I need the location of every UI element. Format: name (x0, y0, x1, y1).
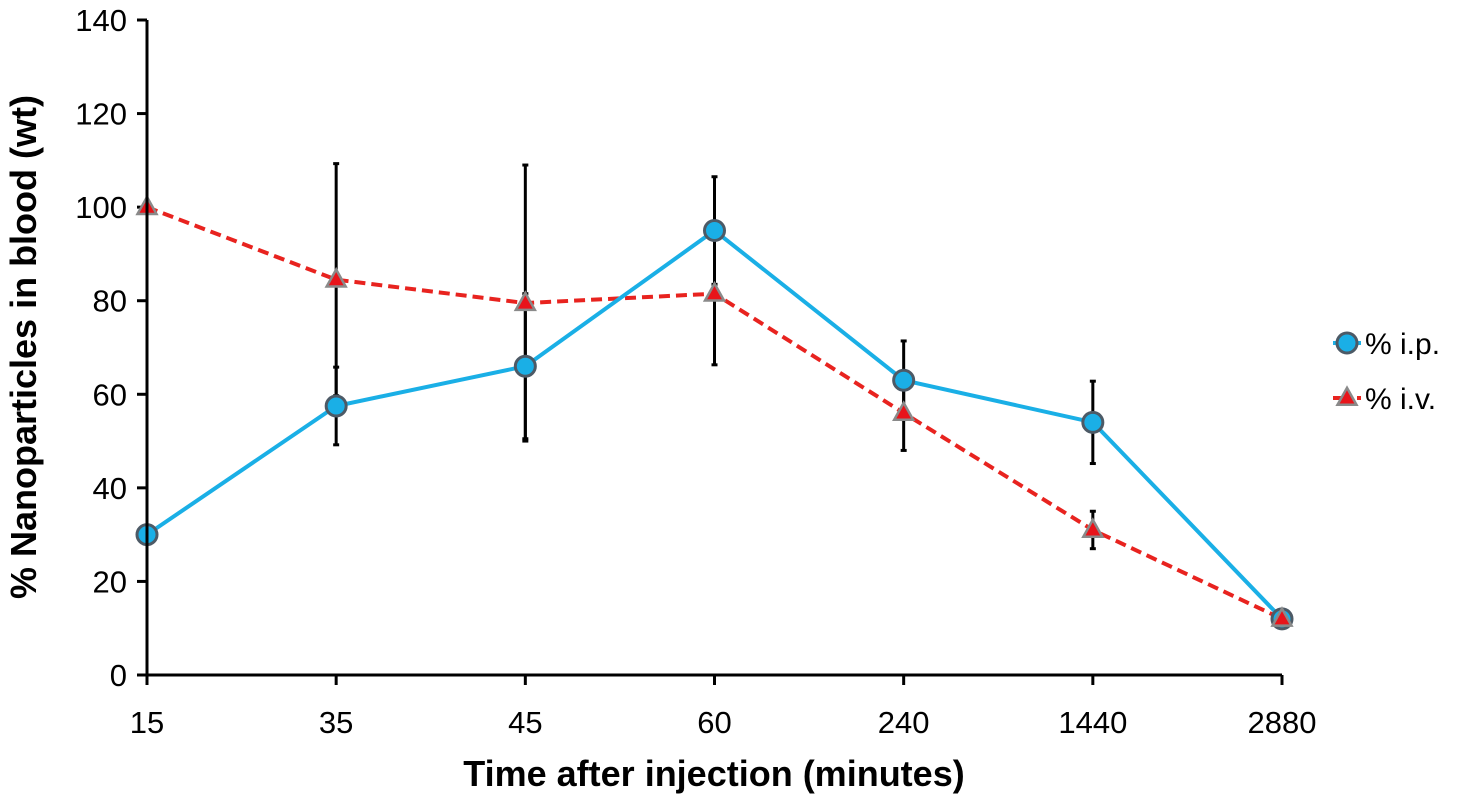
legend-label: % i.p. (1365, 328, 1440, 361)
x-tick-label: 35 (319, 705, 353, 740)
data-point-ip (324, 394, 348, 418)
legend-marker-ip (1335, 331, 1359, 355)
y-tick-label: 100 (75, 190, 127, 225)
x-tick-label: 15 (130, 705, 164, 740)
y-tick-label: 120 (75, 97, 127, 132)
data-point-iv (324, 266, 348, 288)
x-tick-label: 2880 (1248, 705, 1317, 740)
data-point-ip (513, 354, 537, 378)
legend: % i.p. % i.v. (1333, 328, 1440, 416)
data-point-ip (892, 368, 916, 392)
x-tick-label: 60 (697, 705, 731, 740)
data-point-iv (513, 290, 537, 312)
data-point-iv (1081, 517, 1105, 539)
y-axis-ticks: 0 20 40 60 80 100 120 140 (75, 3, 147, 693)
x-tick-label: 240 (878, 705, 930, 740)
x-tick-label: 45 (508, 705, 542, 740)
y-tick-label: 0 (110, 658, 127, 693)
y-tick-label: 140 (75, 3, 127, 38)
y-tick-label: 60 (93, 377, 127, 412)
x-axis-ticks: 15 35 45 60 240 1440 2880 (130, 675, 1317, 740)
data-point-iv (702, 280, 727, 302)
y-tick-label: 40 (93, 471, 127, 506)
legend-marker-iv (1335, 385, 1359, 407)
x-axis-title: Time after injection (minutes) (463, 753, 964, 794)
data-point-iv (1270, 606, 1294, 627)
data-point-ip (703, 219, 726, 243)
data-point-ip (1081, 410, 1105, 434)
data-point-iv (892, 400, 916, 422)
y-tick-label: 80 (93, 284, 127, 319)
y-axis-title: % Nanoparticles in blood (wt) (3, 95, 44, 599)
legend-label: % i.v. (1365, 383, 1436, 416)
y-tick-label: 20 (93, 564, 127, 599)
x-tick-label: 1440 (1058, 705, 1127, 740)
